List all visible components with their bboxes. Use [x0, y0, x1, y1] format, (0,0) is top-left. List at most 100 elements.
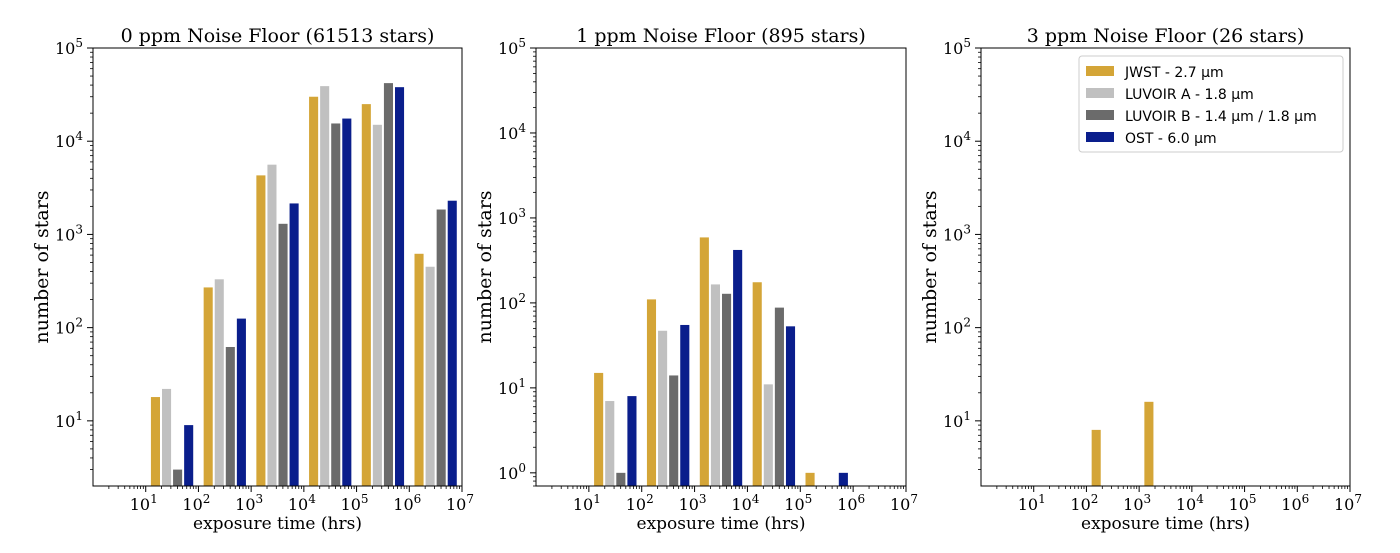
x-tick-label: 103 — [679, 492, 707, 514]
bar-ost-bin-2 — [680, 324, 690, 486]
bar-ost-bin-3 — [733, 249, 743, 486]
legend-label: LUVOIR B - 1.4 µm / 1.8 µm — [1125, 109, 1317, 125]
y-tick-label: 101 — [498, 376, 526, 398]
bar-luvoir-bin-1 — [616, 472, 626, 486]
bar-jwst-bin-2 — [203, 287, 213, 486]
x-tick-label: 101 — [573, 492, 601, 514]
y-tick-label: 103 — [55, 222, 83, 244]
x-tick-label: 102 — [1070, 492, 1098, 514]
y-tick-label: 102 — [498, 291, 526, 313]
x-axis-label: exposure time (hrs) — [1081, 514, 1250, 534]
legend-swatch — [1086, 110, 1114, 120]
legend-label: JWST - 2.7 µm — [1124, 65, 1224, 81]
x-tick-label: 105 — [784, 492, 812, 514]
legend: JWST - 2.7 µm LUVOIR A - 1.8 µm LUVOIR B -… — [1078, 55, 1344, 153]
bar-ost-bin-5 — [395, 87, 405, 487]
y-tick-label: 101 — [943, 409, 971, 431]
y-tick-label: 105 — [55, 36, 83, 58]
bar-jwst-bin-6 — [414, 253, 424, 486]
plot-frame — [92, 47, 463, 487]
x-tick-label: 102 — [626, 492, 654, 514]
plot-frame — [980, 47, 1351, 487]
bar-luvoir-bin-5 — [383, 83, 393, 487]
bar-luvoir-bin-1 — [162, 388, 172, 486]
bar-ost-bin-4 — [785, 326, 796, 486]
bar-luvoir-bin-4 — [774, 307, 784, 486]
x-tick-label: 101 — [130, 492, 158, 514]
x-tick-label: 104 — [1176, 492, 1204, 514]
chart-panel-3: 101 102 103 104 105 106 107 101 102 103 104 105 3 pp… — [919, 25, 1362, 534]
bar-ost-bin-2 — [236, 318, 246, 486]
legend-label: LUVOIR A - 1.8 µm — [1125, 87, 1254, 103]
bar-ost-bin-1 — [627, 396, 637, 486]
bar-luvoir-bin-3 — [722, 293, 732, 486]
chart-panel-2: 101 102 103 104 105 106 107 100 101 102 103 104 105 1… — [474, 25, 918, 534]
y-tick-label: 100 — [498, 461, 526, 483]
y-tick-label: 102 — [943, 316, 971, 338]
y-tick-label: 104 — [498, 121, 526, 143]
legend-box — [1078, 55, 1344, 153]
legend-swatch — [1086, 132, 1114, 142]
legend-swatch — [1086, 88, 1114, 98]
chart-panel-1: 101 102 103 104 105 106 107 101 102 103 104 105 0 pp… — [31, 25, 474, 534]
x-tick-label: 105 — [1229, 492, 1257, 514]
bar-ost-bin-1 — [184, 425, 194, 486]
y-tick-label: 102 — [55, 316, 83, 338]
x-tick-label: 104 — [288, 492, 316, 514]
x-tick-label: 107 — [890, 492, 918, 514]
bar-luvoir-bin-6 — [436, 209, 446, 486]
y-axis-label: number of stars — [31, 190, 53, 343]
x-tick-label: 106 — [837, 492, 865, 514]
y-axis-label: number of stars — [919, 190, 941, 343]
bar-jwst-bin-1 — [594, 372, 604, 486]
x-tick-label: 107 — [1334, 492, 1362, 514]
x-axis-label: exposure time (hrs) — [637, 514, 806, 534]
x-tick-label: 101 — [1018, 492, 1046, 514]
bar-luvoir-bin-3 — [278, 223, 288, 487]
bar-luvoir-bin-2 — [214, 279, 224, 486]
x-tick-label: 105 — [341, 492, 369, 514]
bar-jwst-bin-3 — [1144, 401, 1154, 486]
bar-ost-bin-5 — [838, 472, 848, 486]
x-tick-label: 107 — [446, 492, 474, 514]
y-tick-label: 104 — [55, 129, 83, 151]
bar-luvoir-bin-3 — [267, 164, 277, 486]
chart-title: 3 ppm Noise Floor (26 stars) — [1027, 25, 1305, 47]
bar-luvoir-bin-4 — [331, 123, 341, 486]
bar-luvoir-bin-1 — [173, 469, 183, 486]
y-tick-label: 101 — [55, 409, 83, 431]
bar-luvoir-bin-3 — [710, 284, 720, 486]
bar-luvoir-bin-5 — [372, 124, 382, 487]
bar-luvoir-bin-2 — [658, 330, 668, 486]
x-tick-label: 102 — [182, 492, 210, 514]
bar-jwst-bin-5 — [805, 472, 815, 486]
plot-frame — [535, 47, 907, 487]
bar-ost-bin-4 — [342, 118, 352, 486]
bar-jwst-bin-4 — [752, 282, 762, 486]
y-tick-label: 105 — [943, 36, 971, 58]
bar-jwst-bin-3 — [699, 237, 709, 486]
legend-swatch — [1086, 66, 1114, 76]
x-tick-label: 103 — [235, 492, 263, 514]
bar-jwst-bin-2 — [1091, 429, 1101, 486]
y-tick-label: 104 — [943, 129, 971, 151]
x-tick-label: 106 — [393, 492, 421, 514]
bar-luvoir-bin-1 — [605, 401, 615, 486]
bar-luvoir-bin-2 — [669, 375, 679, 486]
bar-jwst-bin-2 — [646, 299, 657, 486]
chart-title: 0 ppm Noise Floor (61513 stars) — [121, 25, 435, 47]
bar-jwst-bin-1 — [150, 397, 160, 486]
bar-luvoir-bin-2 — [225, 346, 235, 486]
y-tick-label: 103 — [498, 206, 526, 228]
y-axis-label: number of stars — [474, 190, 496, 343]
bar-luvoir-bin-4 — [763, 384, 773, 486]
x-tick-label: 103 — [1123, 492, 1151, 514]
x-tick-label: 104 — [731, 492, 759, 514]
bar-jwst-bin-3 — [256, 175, 266, 486]
bar-luvoir-bin-4 — [320, 86, 330, 487]
x-axis-label: exposure time (hrs) — [193, 514, 362, 534]
bar-ost-bin-6 — [447, 200, 457, 486]
x-tick-label: 106 — [1281, 492, 1309, 514]
y-tick-label: 105 — [498, 36, 526, 58]
